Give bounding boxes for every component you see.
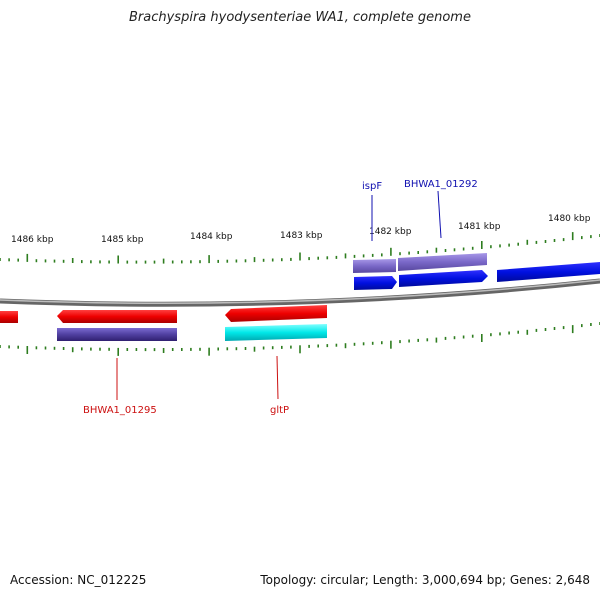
genome-title: Brachyspira hyodysenteriae WA1, complete…	[129, 10, 471, 25]
gene-label-gltp: gltP	[270, 405, 289, 416]
scale-ticks-bottom	[0, 322, 600, 356]
scale-ticks-top	[0, 232, 600, 264]
gene-feature-bhwa1-01292-arrow	[399, 270, 488, 287]
scale-label-1485kbp: 1485 kbp	[101, 235, 144, 245]
scale-label-1483kbp: 1483 kbp	[280, 231, 323, 241]
gene-feature-gltp-arrow	[225, 305, 327, 322]
gene-feature-bhwa1-01295-arrow	[57, 310, 177, 323]
gene-feature-next-forward-arrow	[497, 262, 600, 282]
accession-text: Accession: NC_012225	[10, 573, 147, 587]
genome-summary-text: Topology: circular; Length: 3,000,694 bp…	[260, 573, 590, 587]
scale-label-1480kbp: 1480 kbp	[548, 214, 591, 224]
scale-label-1481kbp: 1481 kbp	[458, 222, 501, 232]
label-leader-bhwa1-01292	[437, 190, 442, 239]
forward-strand-features	[353, 253, 600, 290]
gene-feature-bhwa1-01292-cds	[398, 253, 487, 271]
gene-feature-bhwa1-01295-cds	[57, 328, 177, 341]
gene-feature-ispf-cds	[353, 259, 396, 273]
gene-feature-gltp-trna	[225, 324, 327, 341]
gene-label-bhwa1-01292: BHWA1_01292	[404, 179, 478, 190]
gene-feature-ispf-arrow	[354, 276, 397, 290]
gene-feature-left-edge-arrow	[0, 311, 18, 323]
genome-backbone	[0, 278, 600, 307]
scale-label-1486kbp: 1486 kbp	[11, 235, 54, 245]
scale-label-1484kbp: 1484 kbp	[190, 232, 233, 242]
label-leader-gltp	[276, 355, 279, 400]
gene-label-bhwa1-01295: BHWA1_01295	[83, 405, 157, 416]
scale-label-1482kbp: 1482 kbp	[369, 227, 412, 237]
gene-label-ispf: ispF	[362, 181, 382, 192]
reverse-strand-features	[0, 305, 327, 341]
